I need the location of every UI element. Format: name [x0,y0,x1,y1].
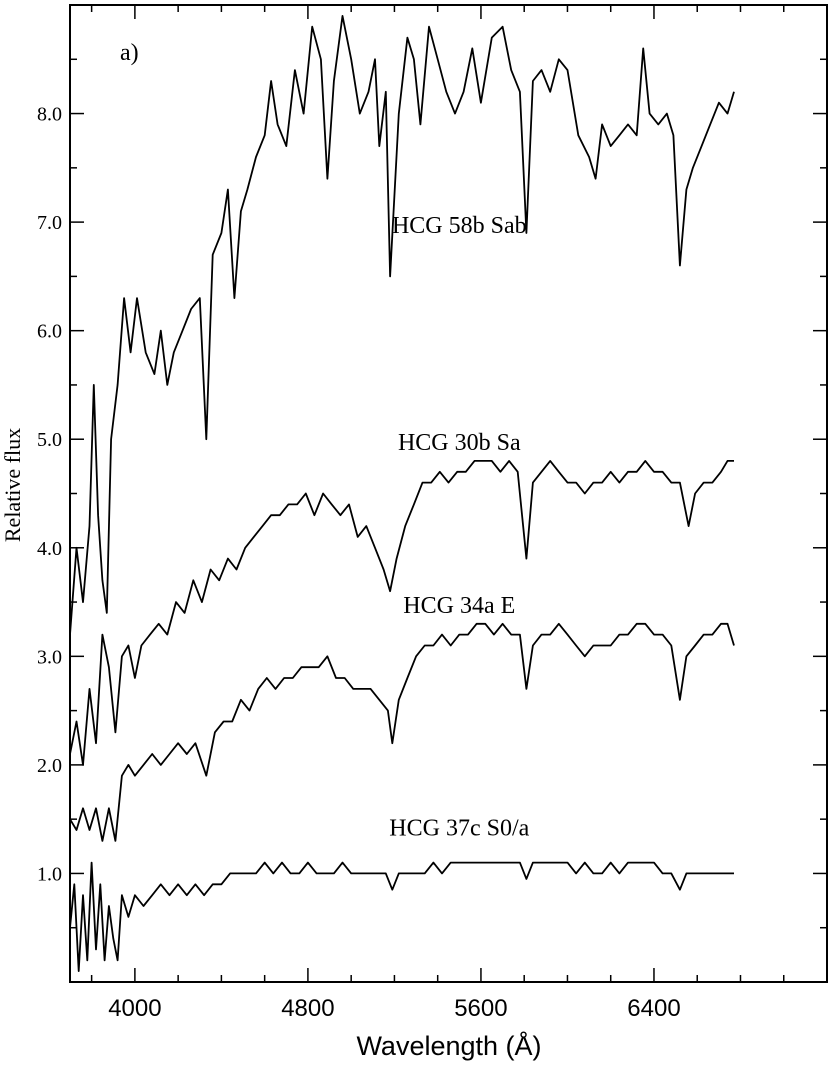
y-tick-label: 2.0 [37,755,62,777]
y-tick-label: 8.0 [37,104,62,126]
series-label-0: HCG 58b Sab [392,213,527,239]
y-tick-label: 5.0 [37,429,62,451]
x-axis-title: Wavelength (Å) [356,1030,541,1061]
series-label-1: HCG 30b Sa [398,430,521,456]
y-tick-label: 4.0 [37,538,62,560]
y-tick-label: 1.0 [37,863,62,885]
series-line-2 [69,622,735,842]
series-layer [69,14,735,972]
axes-layer: 4000 4800 5600 6400 1.0 2.0 3.0 4.0 5.0 6.0 7.0 8.0 [37,4,828,1022]
panel-label: a) [120,40,139,66]
series-line-1 [69,459,734,766]
series-label-2: HCG 34a E [403,593,515,619]
series-label-3: HCG 37c S0/a [389,816,529,842]
x-tick-label: 5600 [454,995,507,1022]
x-tick-label: 6400 [627,995,680,1022]
y-axis-title: Relative flux [0,428,25,542]
y-tick-label: 3.0 [37,646,62,668]
y-tick-label: 7.0 [37,212,62,234]
y-tick-label: 6.0 [37,321,62,343]
x-tick-label: 4800 [281,995,334,1022]
series-label-layer: HCG 58b Sab HCG 30b Sa HCG 34a E HCG 37c S0… [389,213,529,842]
x-tick-label: 4000 [108,995,161,1022]
series-line-0 [69,14,735,635]
series-line-3 [69,861,734,972]
